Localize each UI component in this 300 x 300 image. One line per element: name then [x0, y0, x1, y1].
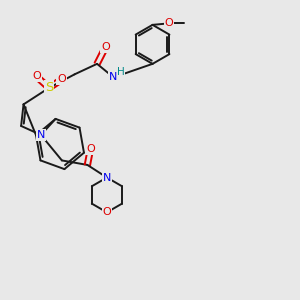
- Text: O: O: [165, 18, 173, 28]
- Text: N: N: [110, 72, 118, 82]
- Text: N: N: [103, 172, 111, 182]
- Text: O: O: [103, 207, 111, 217]
- Text: O: O: [86, 144, 95, 154]
- Text: N: N: [37, 130, 45, 140]
- Text: O: O: [101, 42, 110, 52]
- Text: O: O: [32, 71, 41, 82]
- Text: S: S: [45, 81, 53, 94]
- Text: H: H: [117, 67, 125, 77]
- Text: N: N: [103, 172, 111, 182]
- Text: O: O: [57, 74, 66, 85]
